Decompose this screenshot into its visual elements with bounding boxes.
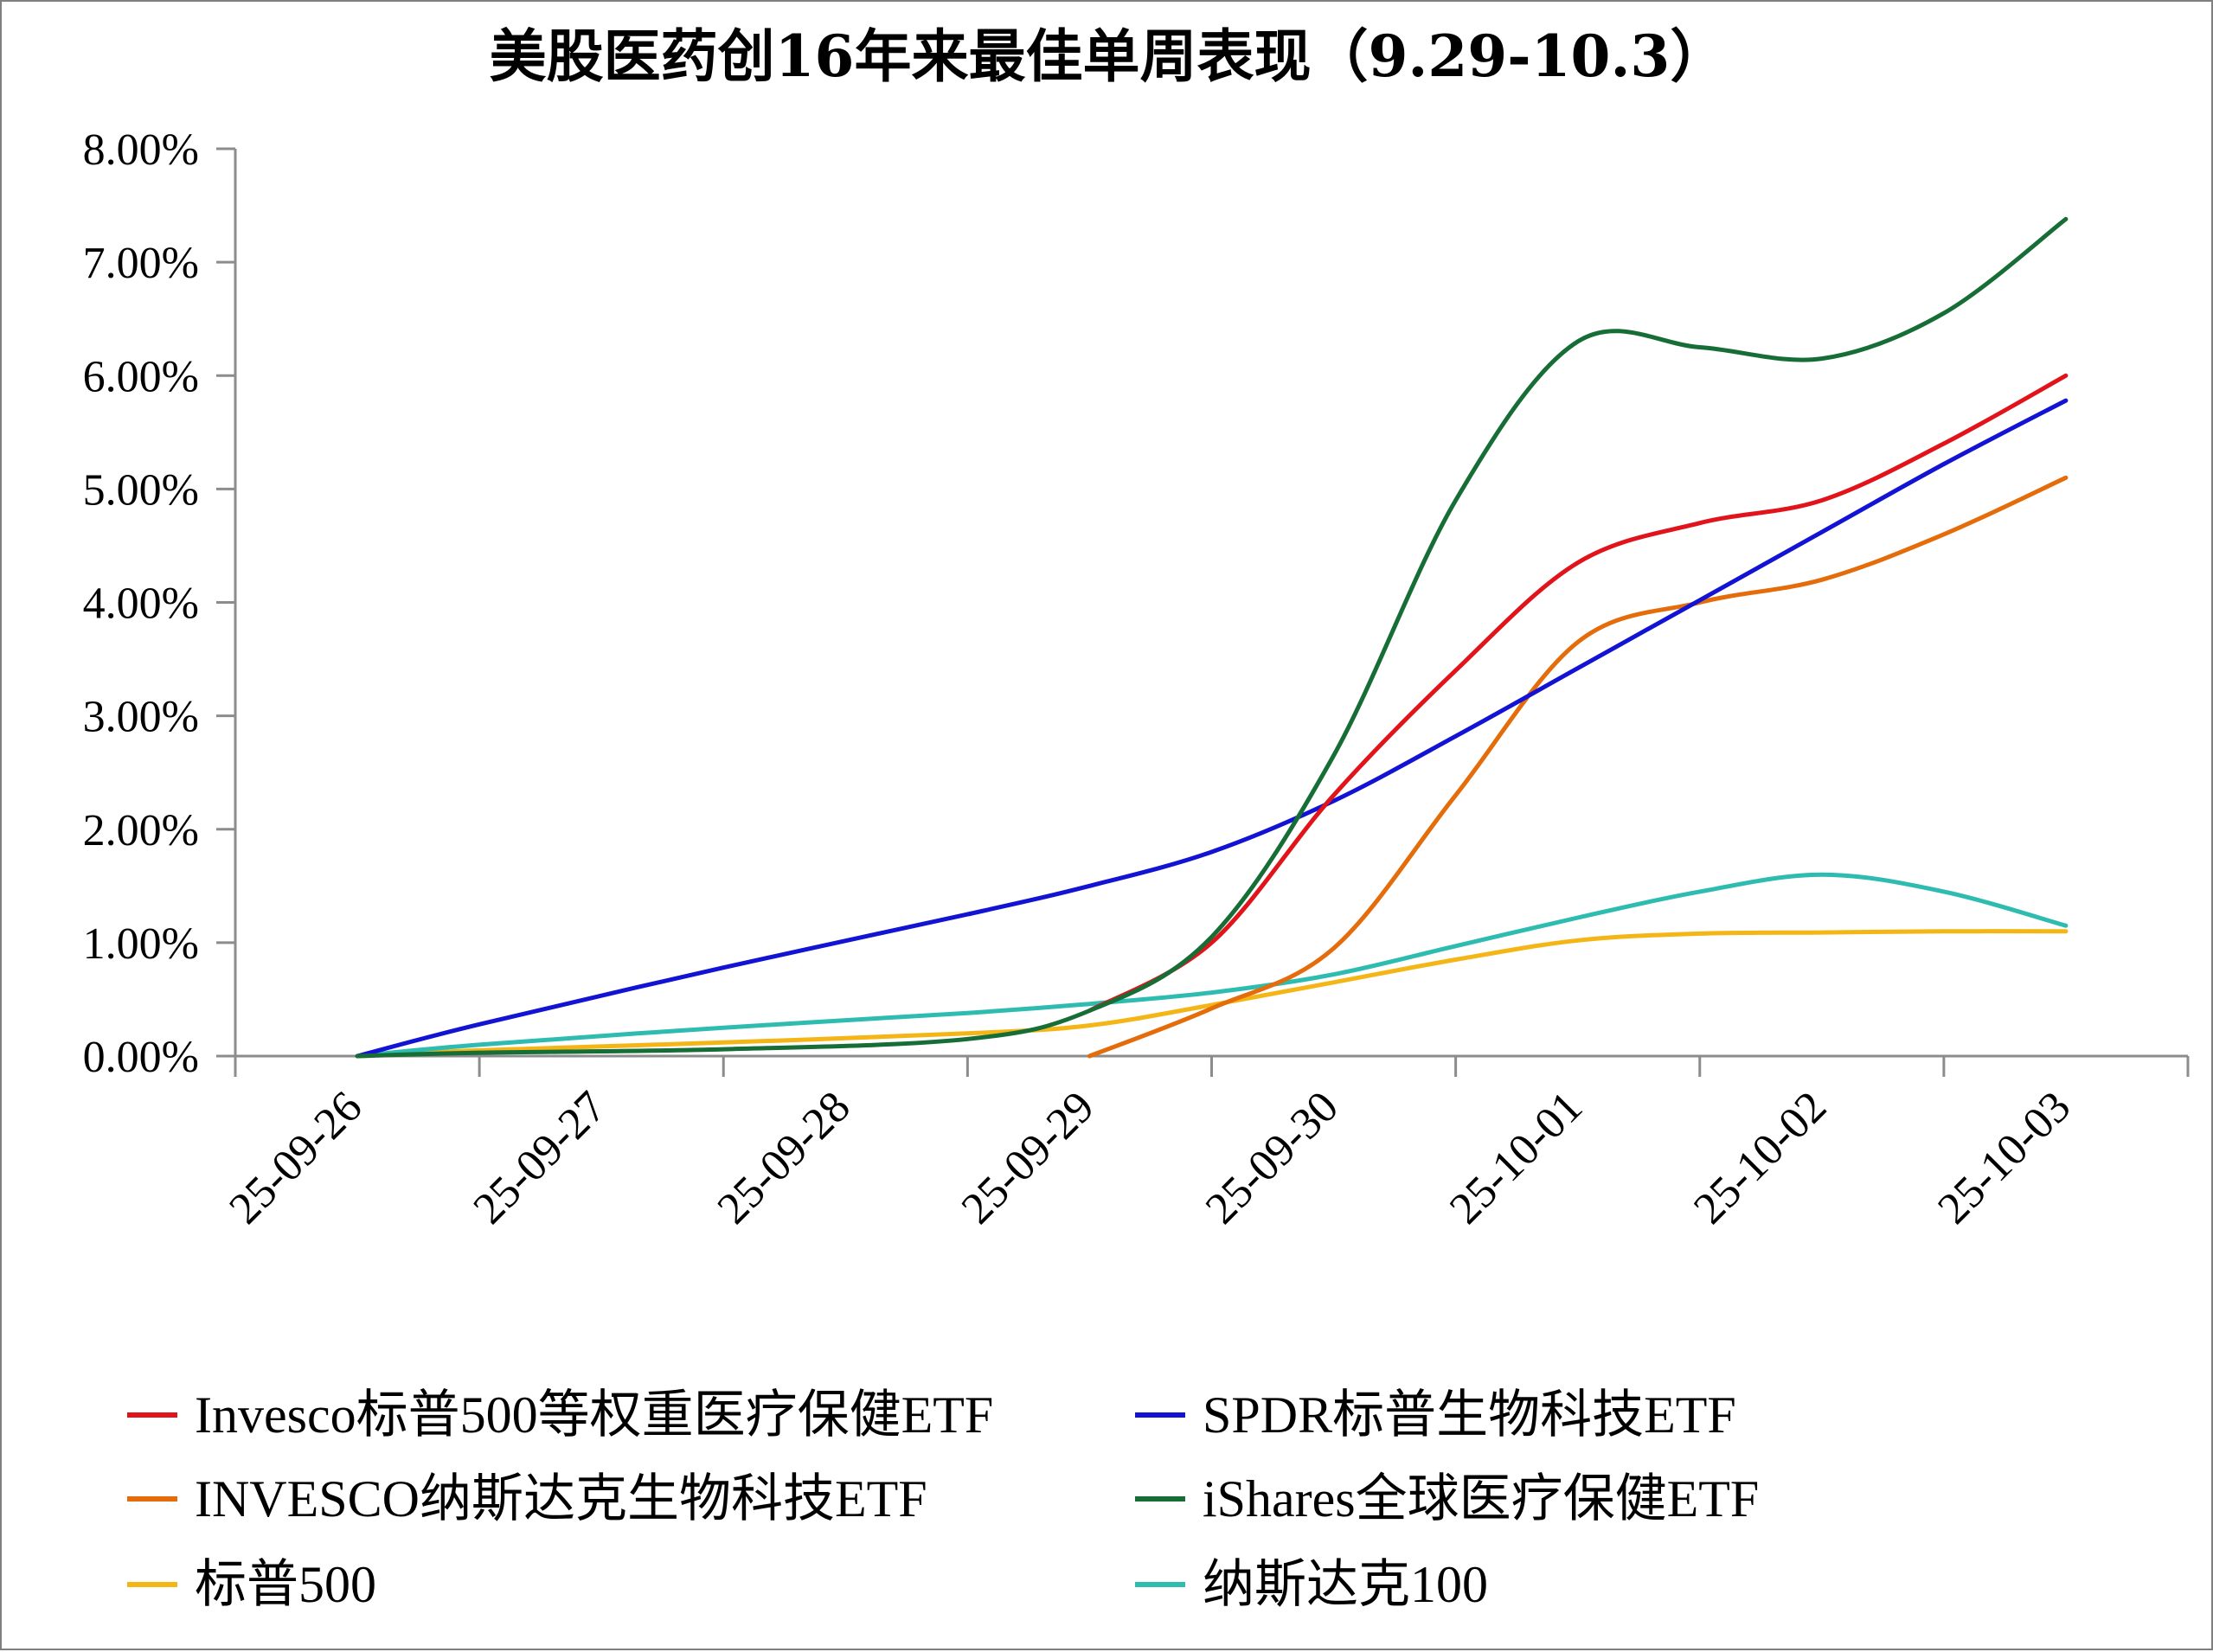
x-tick-label: 25-09-26: [220, 1082, 371, 1233]
y-tick-label: 0.00%: [83, 1033, 199, 1082]
legend-label: SPDR标普生物科技ETF: [1203, 1386, 1736, 1444]
legend: Invesco标普500等权重医疗保健ETF SPDR标普生物科技ETF INVES…: [127, 1386, 1759, 1613]
y-tick-label: 5.00%: [83, 465, 199, 515]
y-tick-label: 4.00%: [83, 579, 199, 629]
x-tick-label: 25-09-28: [709, 1082, 860, 1233]
series-line: [355, 929, 2069, 1059]
series-line: [355, 872, 2069, 1059]
legend-item: iShares全球医疗保健ETF: [1135, 1470, 1759, 1527]
y-tick-label: 1.00%: [83, 919, 199, 969]
x-tick-label: 25-09-27: [465, 1082, 616, 1233]
legend-label: Invesco标普500等权重医疗保健ETF: [195, 1386, 993, 1444]
series-line: [1087, 475, 2069, 1059]
x-tick-label: 25-09-29: [953, 1082, 1104, 1233]
x-tick-label: 25-10-03: [1928, 1082, 2080, 1233]
axes: 0.00% 1.00% 2.00% 3.00% 4.00% 5.00% 6.00% 7.00%…: [83, 125, 2190, 1233]
x-tick-label: 25-09-30: [1196, 1082, 1348, 1233]
y-tick-label: 3.00%: [83, 693, 199, 742]
legend-item: INVESCO纳斯达克生物科技ETF: [127, 1470, 927, 1527]
series-line: [355, 216, 2069, 1059]
series-line: [355, 398, 2069, 1059]
legend-item: 标普500: [127, 1556, 376, 1613]
legend-label: 纳斯达克100: [1203, 1556, 1488, 1613]
series-lines: [355, 216, 2069, 1059]
legend-label: iShares全球医疗保健ETF: [1203, 1470, 1759, 1527]
y-tick-label: 7.00%: [83, 239, 199, 288]
legend-item: Invesco标普500等权重医疗保健ETF: [127, 1386, 993, 1444]
y-tick-label: 6.00%: [83, 352, 199, 401]
series-line: [1087, 373, 2069, 1013]
x-tick-label: 25-10-02: [1684, 1082, 1836, 1233]
legend-label: 标普500: [195, 1556, 376, 1613]
legend-label: INVESCO纳斯达克生物科技ETF: [195, 1470, 927, 1527]
y-tick-label: 8.00%: [83, 125, 199, 175]
x-tick-label: 25-10-01: [1440, 1082, 1592, 1233]
y-tick-label: 2.00%: [83, 806, 199, 855]
legend-item: SPDR标普生物科技ETF: [1135, 1386, 1736, 1444]
legend-item: 纳斯达克100: [1135, 1556, 1488, 1613]
chart-title: 美股医药创16年来最佳单周表现（9.29-10.3）: [490, 22, 1728, 90]
